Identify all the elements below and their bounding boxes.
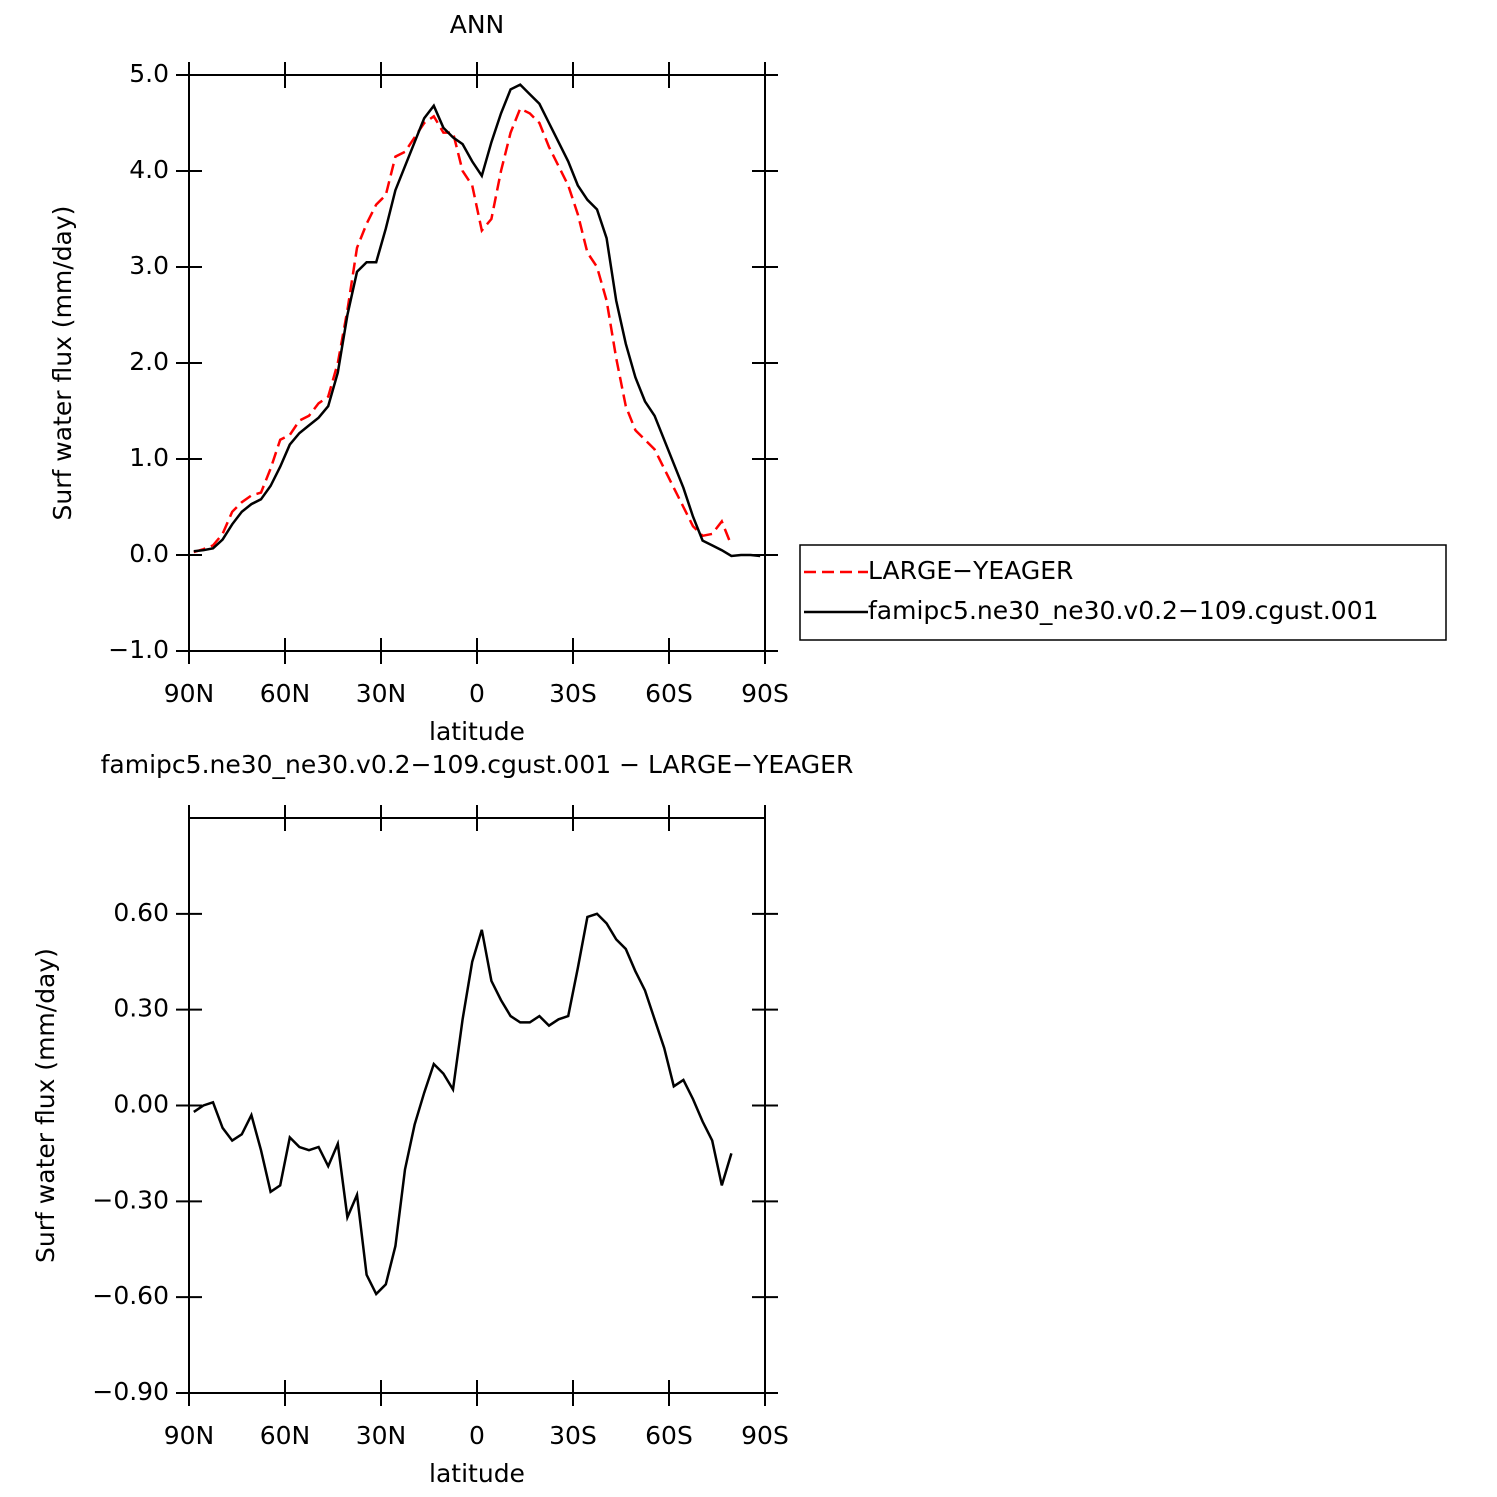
y-tick-label: 2.0: [129, 347, 169, 376]
y-tick-label: 0.30: [113, 994, 169, 1023]
legend-label: LARGE−YEAGER: [868, 556, 1073, 585]
plot-frame: [188, 74, 766, 652]
y-tick-label: 0.00: [113, 1090, 169, 1119]
x-tick-label: 60S: [645, 1421, 693, 1450]
chart-title: ANN: [450, 10, 505, 39]
y-tick-label: −1.0: [108, 635, 169, 664]
x-tick-label: 90N: [164, 1421, 215, 1450]
legend-box: [799, 544, 1447, 641]
y-tick-label: 0.60: [113, 898, 169, 927]
data-line: [193, 83, 761, 558]
x-tick-label: 60N: [260, 679, 311, 708]
y-tick-label: 1.0: [129, 443, 169, 472]
x-tick-label: 30S: [549, 1421, 597, 1450]
y-tick-label: −0.90: [92, 1377, 169, 1406]
data-line: [193, 912, 733, 1297]
y-tick-label: 4.0: [129, 155, 169, 184]
x-tick-label: 90S: [741, 679, 789, 708]
x-tick-label: 0: [469, 679, 485, 708]
x-tick-label: 90S: [741, 1421, 789, 1450]
x-tick-label: 60N: [260, 1421, 311, 1450]
chart-title: famipc5.ne30_ne30.v0.2−109.cgust.001 − L…: [101, 750, 854, 779]
x-axis-label: latitude: [429, 717, 525, 746]
y-axis-label: Surf water flux (mm/day): [31, 948, 60, 1263]
x-tick-label: 60S: [645, 679, 693, 708]
y-tick-label: 0.0: [129, 539, 169, 568]
legend-label: famipc5.ne30_ne30.v0.2−109.cgust.001: [868, 596, 1379, 625]
x-tick-label: 30S: [549, 679, 597, 708]
y-tick-label: −0.60: [92, 1281, 169, 1310]
plot-frame: [188, 817, 766, 1394]
y-axis-label: Surf water flux (mm/day): [48, 206, 77, 521]
y-tick-label: 5.0: [129, 59, 169, 88]
x-axis-label: latitude: [429, 1459, 525, 1488]
x-tick-label: 30N: [356, 1421, 407, 1450]
x-tick-label: 0: [469, 1421, 485, 1450]
y-tick-label: −0.30: [92, 1185, 169, 1214]
x-tick-label: 30N: [356, 679, 407, 708]
x-tick-label: 90N: [164, 679, 215, 708]
data-line: [193, 106, 733, 554]
y-tick-label: 3.0: [129, 251, 169, 280]
